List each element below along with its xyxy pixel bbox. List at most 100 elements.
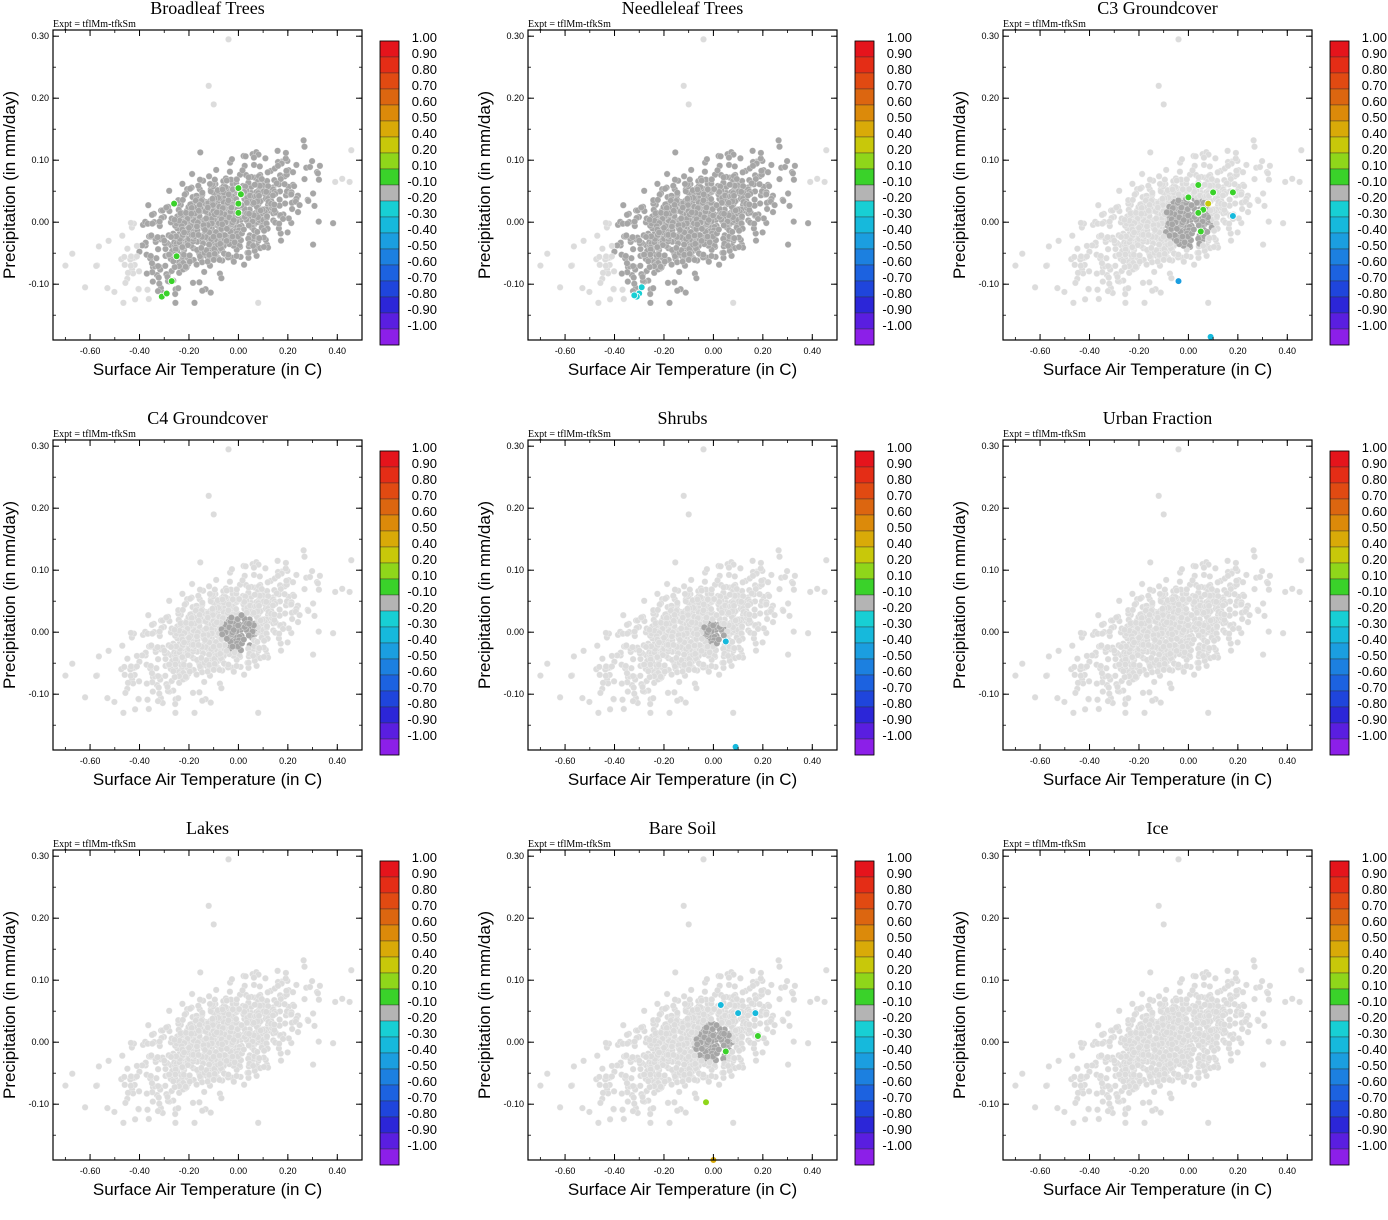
scatter-point: [281, 181, 287, 187]
scatter-point: [1185, 212, 1191, 218]
scatter-point: [332, 589, 338, 595]
colorbar-label: 0.40: [412, 536, 437, 551]
scatter-point: [230, 596, 236, 602]
scatter-point: [122, 280, 128, 286]
scatter-point: [1296, 179, 1302, 185]
scatter-point: [1151, 269, 1157, 275]
scatter-point: [1175, 197, 1181, 203]
scatter-point: [716, 672, 722, 678]
scatter-point: [187, 258, 193, 264]
colorbar-label: -0.40: [882, 222, 912, 237]
scatter-point: [172, 264, 178, 270]
scatter-point: [676, 269, 682, 275]
colorbar-swatch: [380, 201, 399, 217]
scatter-point: [82, 694, 88, 700]
scatter-point: [661, 662, 667, 668]
colorbar-label: 0.50: [412, 520, 437, 535]
colorbar-swatch: [380, 547, 399, 563]
colorbar-swatch: [380, 451, 399, 467]
scatter-point: [317, 573, 323, 579]
scatter-point: [246, 621, 252, 627]
scatter-point: [1071, 254, 1077, 260]
scatter-point: [162, 263, 168, 269]
scatter-point: [196, 208, 202, 214]
scatter-point: [1251, 144, 1257, 150]
scatter-point: [229, 156, 235, 162]
scatter-point: [172, 300, 178, 306]
scatter-point: [1259, 158, 1265, 164]
scatter-point: [276, 221, 282, 227]
scatter-point: [195, 642, 201, 648]
highlight-point: [1210, 189, 1217, 196]
x-axis-label: Surface Air Temperature (in C): [1043, 360, 1272, 379]
scatter-point: [305, 198, 311, 204]
scatter-point: [643, 644, 649, 650]
scatter-point: [623, 253, 629, 259]
scatter-point: [657, 674, 663, 680]
colorbar-label: -0.30: [407, 616, 437, 631]
scatter-point: [1085, 286, 1091, 292]
scatter-point: [156, 218, 162, 224]
scatter-point: [768, 162, 774, 168]
scatter-point: [807, 179, 813, 185]
scatter-point: [275, 163, 281, 169]
x-tick-label: -0.60: [1030, 346, 1051, 356]
scatter-point: [647, 674, 653, 680]
scatter-point: [657, 264, 663, 270]
scatter-point: [751, 606, 757, 612]
colorbar-swatch: [855, 217, 874, 233]
scatter-point: [145, 612, 151, 618]
x-tick-label: -0.20: [179, 346, 200, 356]
scatter-point: [179, 244, 185, 250]
scatter-point: [705, 186, 711, 192]
scatter-point: [768, 572, 774, 578]
colorbar-label: 0.80: [1362, 62, 1387, 77]
scatter-point: [1149, 190, 1155, 196]
scatter-point: [726, 200, 732, 206]
scatter-point: [736, 244, 742, 250]
scatter-point: [309, 568, 315, 574]
scatter-point: [265, 579, 271, 585]
scatter-point: [278, 647, 284, 653]
colorbar-label: 1.00: [1362, 30, 1387, 45]
expt-label: Expt = tflMm-tfkSm: [528, 429, 611, 440]
y-tick-label: 0.30: [506, 31, 524, 41]
colorbar-label: 0.40: [1362, 126, 1387, 141]
scatter-point: [1233, 168, 1239, 174]
scatter-point: [1131, 252, 1137, 258]
scatter-point: [179, 654, 185, 660]
scatter-point: [1147, 177, 1153, 183]
scatter-point: [1043, 263, 1049, 269]
scatter-point: [148, 253, 154, 259]
scatter-point: [732, 163, 738, 169]
scatter-point: [196, 618, 202, 624]
scatter-point: [125, 680, 131, 686]
scatter-point: [749, 148, 755, 154]
scatter-point: [1061, 289, 1067, 295]
scatter-point: [275, 573, 281, 579]
scatter-point: [685, 234, 691, 240]
scatter-point: [211, 667, 217, 673]
scatter-point: [128, 673, 134, 679]
scatter-point: [1174, 226, 1180, 232]
scatter-point: [235, 622, 241, 628]
scatter-point: [231, 669, 237, 675]
scatter-point: [579, 695, 585, 701]
x-tick-label: 0.20: [1229, 346, 1247, 356]
x-tick-label: 0.40: [329, 756, 347, 766]
scatter-point: [233, 606, 239, 612]
colorbar-swatch: [380, 329, 399, 345]
scatter-point: [686, 667, 692, 673]
scatter-point: [1146, 208, 1152, 214]
scatter-point: [251, 572, 257, 578]
highlight-point: [1230, 189, 1237, 196]
colorbar-swatch: [380, 723, 399, 739]
scatter-point: [1159, 196, 1165, 202]
scatter-point: [709, 176, 715, 182]
scatter-point: [317, 163, 323, 169]
scatter-point: [1246, 202, 1252, 208]
scatter-point: [195, 183, 201, 189]
scatter-point: [689, 209, 695, 215]
scatter-point: [134, 253, 140, 259]
y-tick-label: 0.10: [981, 155, 999, 165]
